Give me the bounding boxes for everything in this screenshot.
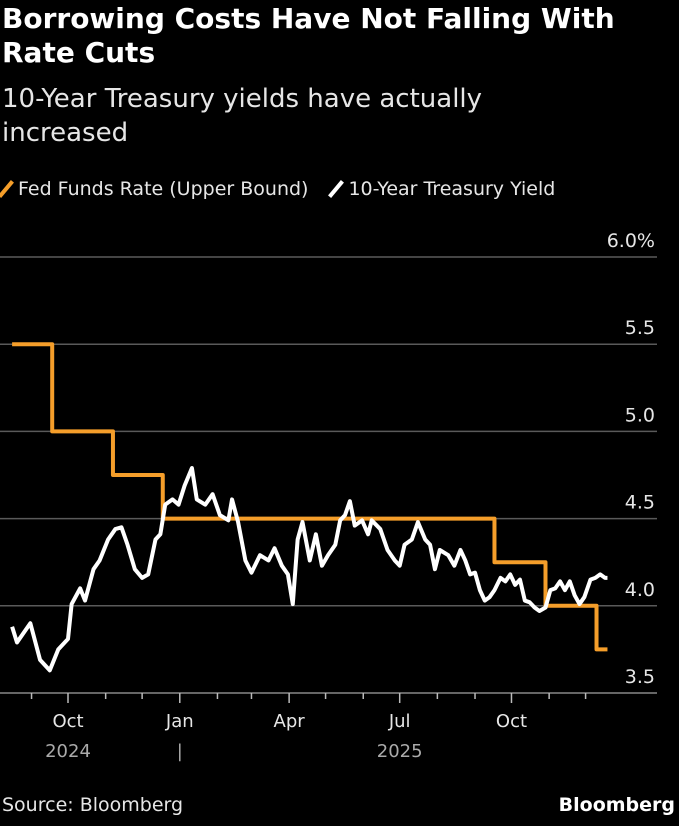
- y-tick-label: 4.0: [625, 579, 655, 601]
- legend-item-fed-funds: Fed Funds Rate (Upper Bound): [0, 178, 309, 200]
- source-note: Source: Bloomberg: [2, 794, 184, 816]
- y-tick-label: 5.5: [625, 317, 655, 339]
- bloomberg-logo: Bloomberg: [558, 794, 675, 816]
- y-tick-label: 3.5: [625, 666, 655, 688]
- legend-label: 10-Year Treasury Yield: [348, 178, 556, 200]
- treasury-yield-line: [10, 466, 608, 673]
- x-tick-label: Jan: [165, 711, 194, 732]
- fed-funds-line: [12, 342, 608, 652]
- y-tick-label: 4.5: [625, 492, 655, 514]
- y-tick-label: 5.0: [625, 404, 655, 426]
- x-tick-label: Oct: [52, 711, 83, 732]
- x-tick-label: Jul: [388, 711, 411, 732]
- x-year-label: |: [177, 741, 183, 762]
- x-tick-label: Apr: [274, 711, 306, 732]
- x-year-label: 2024: [45, 741, 91, 762]
- x-year-label: 2025: [377, 741, 423, 762]
- chart-title: Borrowing Costs Have Not Falling With Ra…: [2, 2, 615, 69]
- legend-label: Fed Funds Rate (Upper Bound): [18, 178, 309, 200]
- legend: Fed Funds Rate (Upper Bound) 10-Year Tre…: [0, 178, 556, 200]
- chart-subtitle: 10-Year Treasury yields have actually in…: [2, 84, 483, 148]
- legend-item-treasury: 10-Year Treasury Yield: [328, 178, 556, 200]
- x-tick-label: Oct: [496, 711, 527, 732]
- y-tick-label: 6.0%: [607, 230, 655, 252]
